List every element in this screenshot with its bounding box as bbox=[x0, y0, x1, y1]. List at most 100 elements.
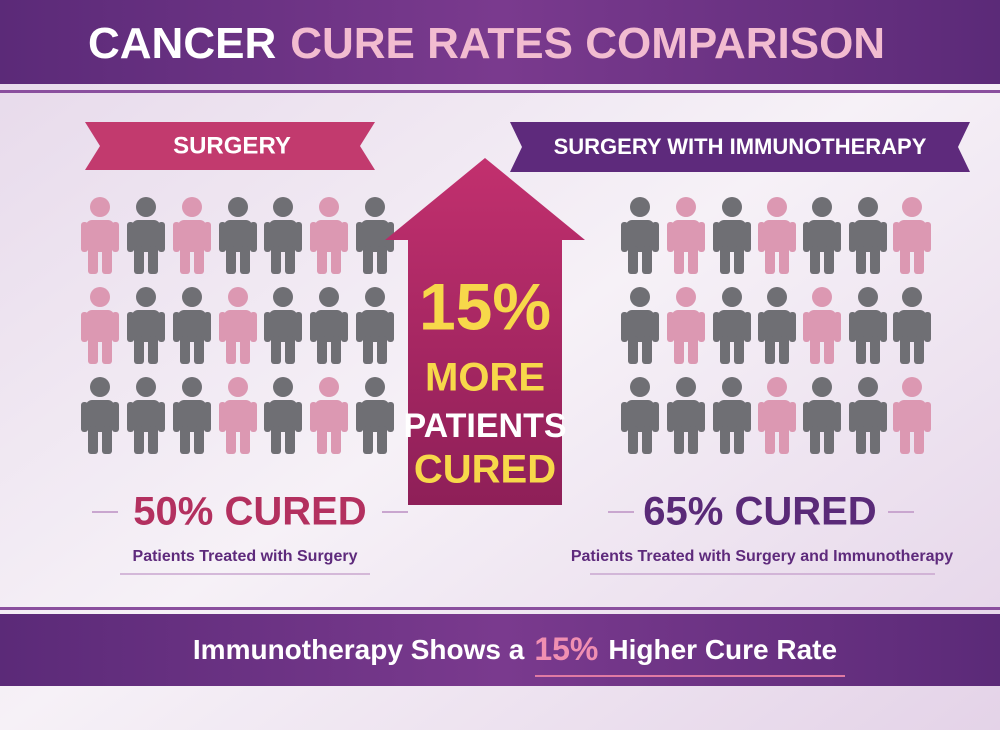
person-arm bbox=[924, 222, 931, 252]
person-body bbox=[224, 220, 252, 252]
person-leg bbox=[824, 246, 834, 274]
person-head bbox=[767, 287, 787, 307]
person-body bbox=[672, 220, 700, 252]
person-leg bbox=[148, 426, 158, 454]
person-body bbox=[718, 310, 746, 342]
person-body bbox=[626, 310, 654, 342]
person-icon bbox=[356, 287, 394, 364]
person-leg bbox=[810, 336, 820, 364]
person-head bbox=[812, 197, 832, 217]
header-band bbox=[0, 0, 1000, 84]
person-head bbox=[902, 377, 922, 397]
person-arm bbox=[880, 222, 887, 252]
person-head bbox=[273, 287, 293, 307]
person-head bbox=[722, 197, 742, 217]
person-body bbox=[178, 310, 206, 342]
person-head bbox=[676, 287, 696, 307]
person-arm bbox=[310, 222, 317, 252]
person-leg bbox=[900, 336, 910, 364]
left-label: SURGERY bbox=[173, 132, 291, 159]
person-head bbox=[365, 377, 385, 397]
person-body bbox=[808, 310, 836, 342]
person-leg bbox=[180, 426, 190, 454]
title-part: CANCER bbox=[88, 19, 276, 68]
person-arm bbox=[834, 222, 841, 252]
person-arm bbox=[356, 312, 363, 342]
person-body bbox=[132, 220, 160, 252]
arrow-line: MORE bbox=[425, 356, 545, 400]
person-icon bbox=[758, 287, 796, 364]
person-leg bbox=[102, 246, 112, 274]
person-leg bbox=[134, 246, 144, 274]
person-leg bbox=[856, 336, 866, 364]
person-leg bbox=[914, 426, 924, 454]
person-leg bbox=[765, 426, 775, 454]
person-body bbox=[269, 400, 297, 432]
person-body bbox=[854, 220, 882, 252]
person-icon bbox=[803, 287, 841, 364]
person-body bbox=[808, 220, 836, 252]
person-body bbox=[361, 220, 389, 252]
person-body bbox=[178, 400, 206, 432]
person-leg bbox=[810, 246, 820, 274]
person-leg bbox=[226, 426, 236, 454]
person-leg bbox=[734, 426, 744, 454]
person-head bbox=[228, 197, 248, 217]
person-arm bbox=[849, 402, 856, 432]
icon-grids bbox=[81, 197, 931, 454]
person-arm bbox=[387, 402, 394, 432]
person-leg bbox=[194, 336, 204, 364]
person-leg bbox=[870, 426, 880, 454]
person-head bbox=[319, 197, 339, 217]
person-arm bbox=[893, 402, 900, 432]
person-leg bbox=[870, 246, 880, 274]
person-head bbox=[676, 377, 696, 397]
person-head bbox=[630, 377, 650, 397]
person-arm bbox=[295, 222, 302, 252]
person-icon bbox=[127, 377, 165, 454]
person-arm bbox=[204, 312, 211, 342]
person-body bbox=[269, 310, 297, 342]
person-leg bbox=[870, 336, 880, 364]
person-body bbox=[224, 310, 252, 342]
person-icon bbox=[713, 377, 751, 454]
person-arm bbox=[849, 312, 856, 342]
person-leg bbox=[900, 426, 910, 454]
person-body bbox=[672, 400, 700, 432]
right-ribbon bbox=[510, 122, 970, 172]
person-body bbox=[86, 400, 114, 432]
person-arm bbox=[713, 222, 720, 252]
person-leg bbox=[824, 336, 834, 364]
person-leg bbox=[317, 426, 327, 454]
left-result: 50% CURED bbox=[133, 490, 366, 534]
person-arm bbox=[387, 312, 394, 342]
person-body bbox=[178, 220, 206, 252]
person-leg bbox=[134, 336, 144, 364]
person-leg bbox=[102, 426, 112, 454]
person-arm bbox=[803, 312, 810, 342]
person-arm bbox=[173, 312, 180, 342]
person-head bbox=[273, 197, 293, 217]
person-arm bbox=[834, 402, 841, 432]
person-body bbox=[315, 310, 343, 342]
footer-band bbox=[0, 614, 1000, 686]
person-leg bbox=[180, 246, 190, 274]
person-leg bbox=[642, 246, 652, 274]
person-arm bbox=[295, 312, 302, 342]
person-head bbox=[630, 197, 650, 217]
person-arm bbox=[81, 402, 88, 432]
person-arm bbox=[112, 402, 119, 432]
person-icon bbox=[264, 197, 302, 274]
person-arm bbox=[652, 312, 659, 342]
person-arm bbox=[219, 402, 226, 432]
person-arm bbox=[81, 222, 88, 252]
person-arm bbox=[789, 402, 796, 432]
person-leg bbox=[331, 246, 341, 274]
person-head bbox=[90, 377, 110, 397]
person-arm bbox=[127, 402, 134, 432]
person-body bbox=[763, 310, 791, 342]
person-head bbox=[319, 377, 339, 397]
person-arm bbox=[173, 402, 180, 432]
person-arm bbox=[713, 312, 720, 342]
left-ribbon bbox=[85, 122, 375, 170]
